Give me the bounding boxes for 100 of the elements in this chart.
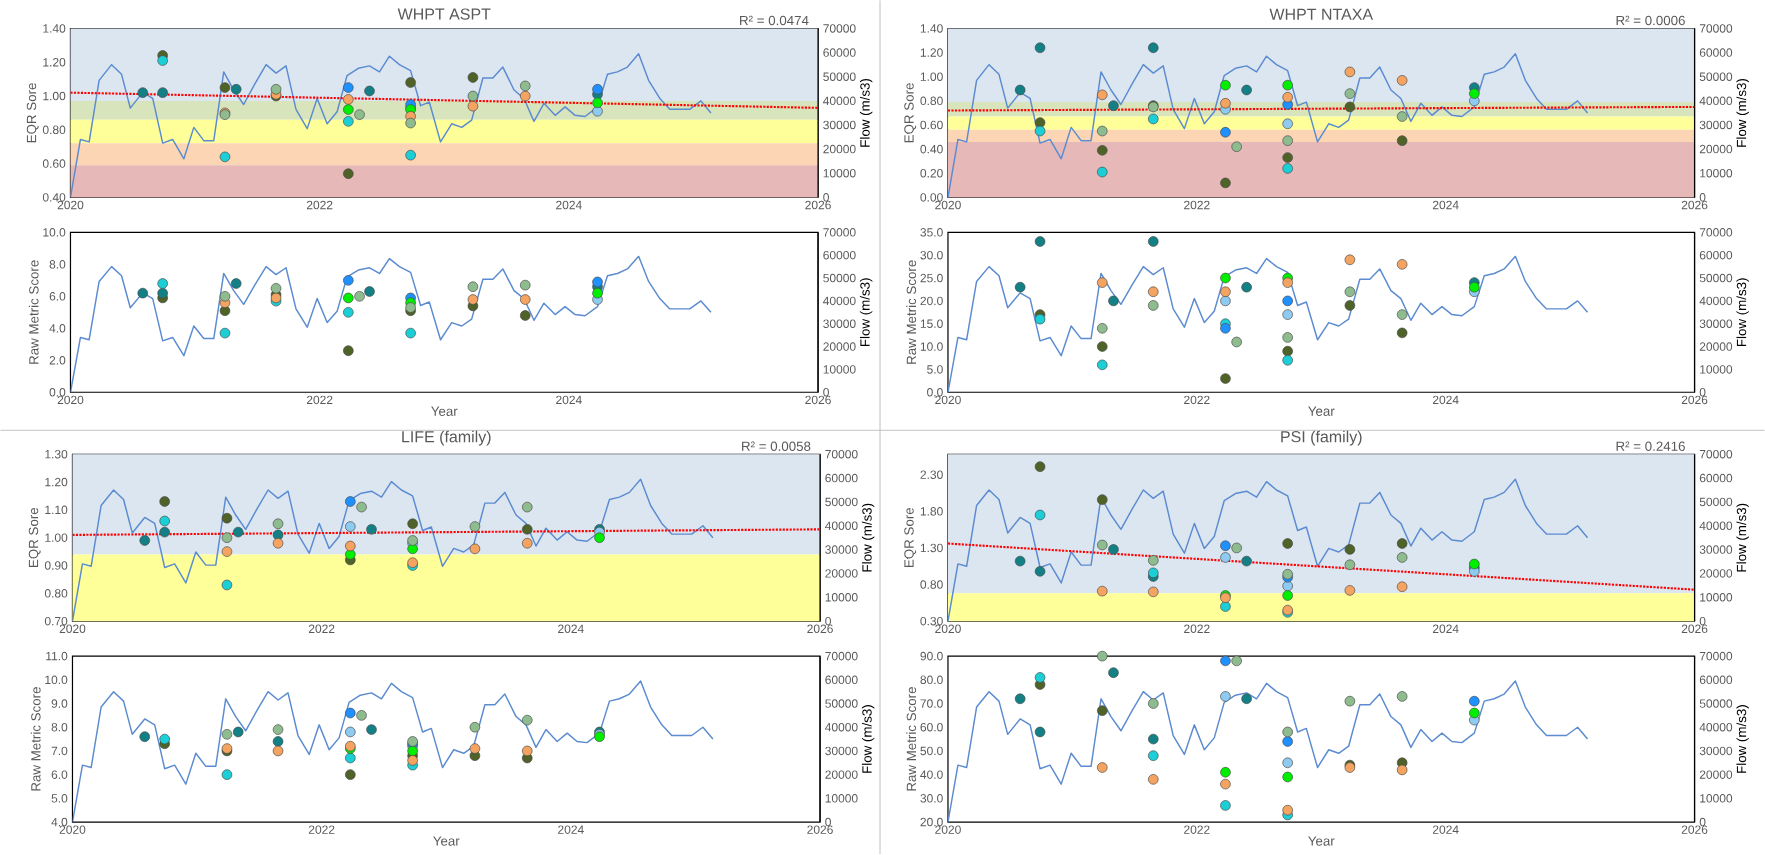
y2-tick-label: 0 [1699,388,1706,397]
y2-tick-label: 20000 [1699,569,1733,578]
y-tick-label: 25.0 [920,274,943,283]
y2-tick-label: 20000 [823,342,856,352]
chart-title: WHPT NTAXA [1269,9,1374,21]
y2-tick-label: 60000 [1699,474,1733,483]
y-tick-label: 0.80 [44,589,68,598]
y2-axis-title: Flow (m/s3) [859,79,873,147]
y-tick-label: 0.90 [44,561,68,571]
y-tick-label: 0.40 [42,193,66,202]
y-tick-label: 0.60 [920,120,943,130]
y2-tick-label: 50000 [823,72,856,82]
y2-tick-label: 70000 [1699,652,1733,661]
y2-tick-label: 10000 [825,593,858,602]
y-axis-title: EQR Sore [28,508,41,568]
y2-tick-label: 20000 [825,770,858,780]
y2-tick-label: 70000 [825,652,858,661]
y-tick-label: 10.0 [43,228,66,237]
text: R² = 0.2416 [1616,441,1685,452]
x-tick-label: 2022 [1184,624,1210,634]
x-tick-label: 2024 [556,201,582,210]
y-tick-label: 7.0 [51,746,68,756]
y-axis-title: EQR Sore [904,508,917,568]
y2-tick-label: 60000 [825,675,858,685]
y-tick-label: 2.0 [49,356,66,365]
y-tick-label: 0.60 [42,159,66,169]
y-tick-label: 20.0 [920,296,943,306]
y2-tick-label: 20000 [823,145,856,154]
y-tick-label: 0.80 [920,96,943,106]
chart-title: PSI (family) [1281,430,1362,446]
y-tick-label: 15.0 [920,319,943,329]
x-tick-label: 2024 [558,825,584,835]
x-tick-label: 2024 [1432,201,1459,210]
x-tick-label: 2024 [1432,624,1459,634]
y2-tick-label: 60000 [825,474,858,483]
y2-tick-label: 0 [825,818,831,827]
y-tick-label: 1.00 [43,92,66,101]
y-tick-label: 60.0 [920,723,943,732]
y-tick-label: 0.00 [920,193,943,202]
y-tick-label: 10.0 [920,342,943,352]
y2-tick-label: 70000 [825,450,858,459]
x-tick-label: 2024 [1432,395,1459,405]
chart-title: LIFE (family) [402,430,491,446]
y2-tick-label: 30000 [823,120,856,130]
x-tick-label: 2020 [935,825,961,835]
y2-tick-label: 10000 [823,365,856,374]
y-tick-label: 1.20 [43,58,66,67]
y2-tick-label: 10000 [825,794,858,803]
y2-tick-label: 60000 [823,48,856,58]
y2-axis-title: Flow (m/s3) [859,278,873,347]
y-tick-label: 0.0 [927,388,943,397]
y2-tick-label: 70000 [823,228,856,237]
x-tick-label: 2026 [805,201,831,210]
y-axis-title: Raw Metric Score [30,687,41,791]
y2-tick-label: 30000 [825,746,858,756]
text: R² = 0.0474 [740,16,809,26]
x-tick-label: 2020 [59,624,86,634]
x-tick-label: 2022 [308,825,335,835]
y2-tick-label: 40000 [1699,296,1733,306]
y2-tick-label: 60000 [1699,675,1733,685]
x-tick-label: 2026 [807,825,833,835]
text: R² = 0.0006 [1616,16,1685,26]
y-tick-label: 1.40 [920,24,943,33]
y-tick-label: 0.40 [920,145,943,154]
y-axis-title: EQR Sore [904,83,917,143]
y2-axis-title: Flow (m/s3) [1736,278,1749,347]
y2-tick-label: 40000 [1699,723,1733,732]
y2-tick-label: 40000 [825,723,858,732]
y-tick-label: 0.20 [920,169,943,178]
y-tick-label: 0.70 [44,617,68,626]
x-tick-label: 2026 [1681,395,1708,405]
y2-tick-label: 50000 [1699,699,1733,709]
y2-tick-label: 10000 [823,169,856,178]
y-tick-label: 20.0 [920,818,943,827]
x-tick-label: 2026 [805,395,831,405]
y2-tick-label: 50000 [1699,274,1733,283]
y-tick-label: 1.20 [920,48,943,58]
y2-tick-label: 0 [825,617,831,626]
y2-tick-label: 70000 [823,24,856,33]
y-tick-label: 1.30 [920,543,943,553]
y2-tick-label: 40000 [825,521,858,531]
x-tick-label: 2022 [306,201,333,210]
y2-tick-label: 30000 [1699,319,1733,329]
y-tick-label: 70.0 [920,699,943,709]
y2-tick-label: 30000 [1699,120,1733,130]
y-tick-label: 0.80 [42,125,66,135]
y2-tick-label: 0 [1699,193,1706,202]
y-tick-label: 90.0 [920,652,943,661]
y-tick-label: 1.40 [43,24,66,33]
y2-tick-label: 20000 [825,569,858,578]
y-tick-label: 5.0 [927,365,943,374]
y2-axis-title: Flow (m/s3) [1736,705,1749,774]
x-axis-title: Year [1308,836,1335,846]
y2-tick-label: 10000 [1700,794,1733,803]
x-axis-title: Year [431,406,458,417]
y-tick-label: 1.30 [45,450,68,459]
y2-tick-label: 60000 [823,251,856,260]
y-tick-label: 9.0 [51,699,68,709]
y-tick-label: 2.30 [920,470,943,480]
y2-tick-label: 50000 [823,274,856,283]
